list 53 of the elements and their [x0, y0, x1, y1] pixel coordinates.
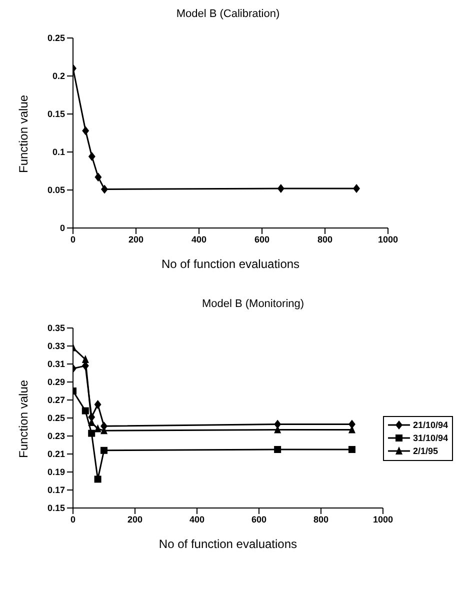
point	[94, 400, 102, 409]
point	[348, 446, 356, 453]
point	[101, 184, 108, 194]
x-tick-label: 800	[317, 234, 333, 244]
y-tick-label: 0	[60, 223, 65, 234]
x-tick-label: 600	[254, 234, 270, 244]
y-tick-label: 0.35	[47, 323, 65, 334]
y-tick-label: 0.31	[47, 359, 65, 370]
y-tick-label: 0.21	[47, 449, 65, 460]
chart-title: Model B (Monitoring)	[200, 298, 306, 312]
x-tick-label: 400	[189, 514, 204, 524]
point	[100, 446, 108, 454]
x-axis-title: No of function evaluations	[158, 537, 298, 551]
x-tick-label: 600	[251, 514, 266, 524]
point	[277, 184, 284, 193]
y-tick-label: 0.15	[47, 109, 65, 120]
y-tick-label: 0.17	[47, 485, 65, 496]
y-tick-label: 0.29	[47, 377, 65, 388]
point	[82, 355, 89, 363]
y-tick-label: 0.05	[47, 185, 65, 196]
y-tick-label: 0.25	[47, 413, 65, 424]
x-axis-title: No of function evaluations	[161, 257, 300, 271]
x-tick-label: 1000	[378, 234, 398, 244]
point	[88, 152, 96, 162]
x-tick-label: 200	[127, 514, 143, 524]
x-tick-label: 0	[70, 234, 76, 244]
point	[94, 424, 102, 432]
chart-title: Model B (Calibration)	[175, 8, 281, 22]
y-axis-title: Function value	[16, 380, 30, 458]
x-tick-label: 400	[191, 234, 207, 244]
y-tick-label: 0.2	[52, 71, 65, 82]
y-tick-label: 0.15	[47, 503, 65, 514]
y-tick-label: 0.1	[52, 147, 65, 158]
point	[353, 184, 360, 193]
legend-label: 21/10/94	[412, 418, 448, 432]
y-axis-title: Function value	[16, 94, 30, 173]
y-tick-label: 0.23	[47, 431, 65, 442]
x-tick-label: 800	[313, 514, 328, 524]
x-tick-label: 0	[70, 514, 76, 524]
x-tick-label: 200	[128, 234, 144, 244]
legend-label: 31/10/94	[412, 432, 448, 444]
point	[82, 126, 90, 136]
x-tick-label: 1000	[372, 514, 393, 524]
point	[82, 407, 89, 414]
y-tick-label: 0.33	[47, 341, 65, 352]
point	[274, 446, 282, 453]
point	[94, 172, 102, 182]
point	[94, 476, 102, 483]
point	[88, 430, 96, 437]
y-tick-label: 0.19	[47, 467, 65, 478]
y-tick-label: 0.27	[47, 395, 65, 406]
legend-label: 2/1/95	[412, 444, 438, 458]
y-tick-label: 0.25	[47, 33, 65, 44]
